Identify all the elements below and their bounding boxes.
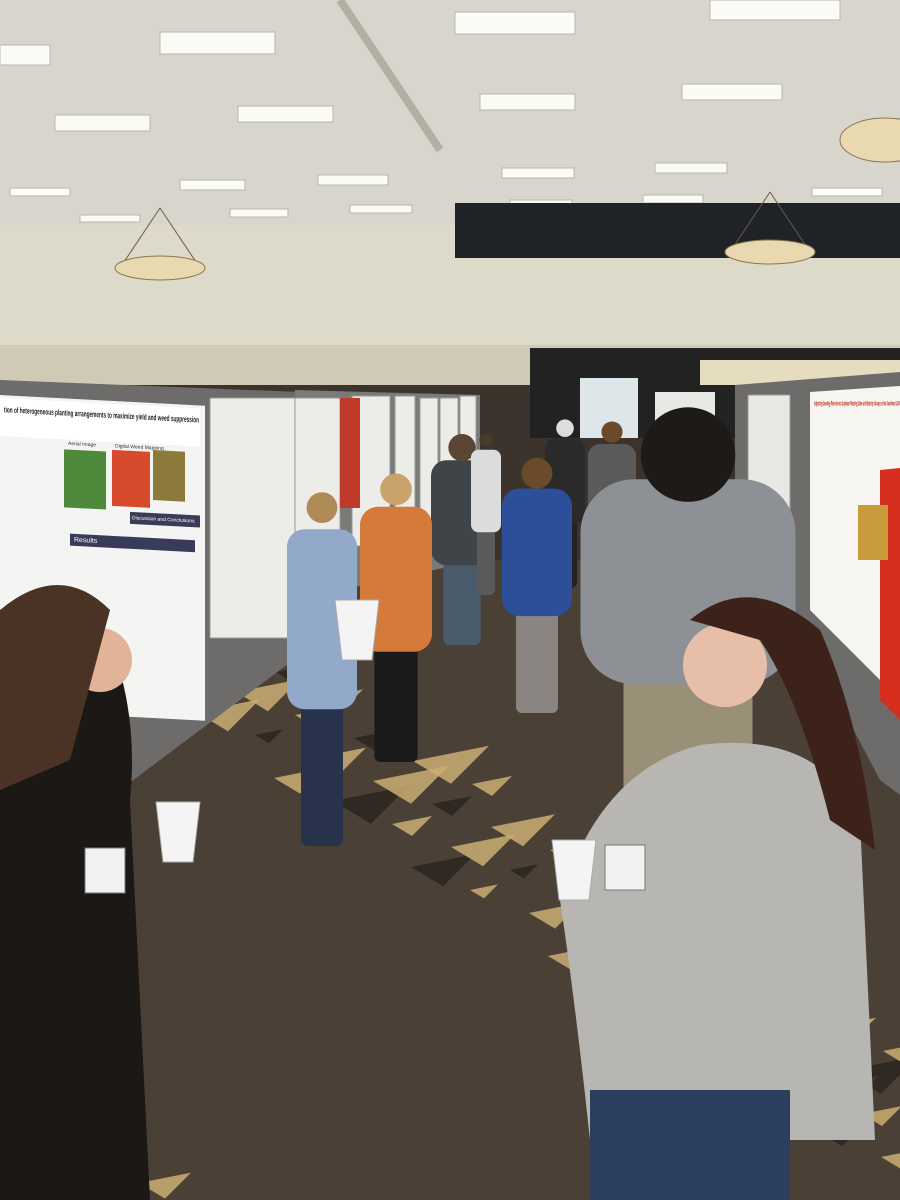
person-head <box>601 421 623 443</box>
ceiling-light <box>654 162 728 174</box>
carpet-pattern <box>139 1172 191 1199</box>
poster <box>810 386 900 700</box>
ceiling-light <box>501 167 575 179</box>
person-head <box>521 457 553 489</box>
ceiling-light <box>159 31 276 55</box>
carpet-pattern <box>451 834 515 867</box>
person-head <box>479 433 493 447</box>
figure-image <box>112 449 150 508</box>
figure-label: Digital Weed Mapping <box>115 443 164 452</box>
ceiling-beam <box>336 0 444 153</box>
figure-image <box>858 505 888 560</box>
person-hair <box>0 585 110 790</box>
figure-label: Aerial Image <box>68 441 96 448</box>
carpet-pattern <box>883 1047 900 1062</box>
ceiling-light <box>229 208 289 218</box>
ceiling-light <box>349 204 413 214</box>
cup <box>551 839 597 901</box>
carpet-pattern <box>472 776 512 796</box>
window-band <box>455 203 900 258</box>
ceiling-light <box>681 83 783 101</box>
ceiling-light <box>811 187 883 197</box>
chandelier-wire <box>729 191 811 253</box>
cup <box>155 801 201 863</box>
person-torso <box>471 449 501 533</box>
carpet-pattern <box>392 816 432 836</box>
poster-title-band <box>0 398 200 447</box>
ceiling-light <box>79 214 141 223</box>
poster-red-strip <box>340 398 360 508</box>
person-jeans <box>590 1090 790 1200</box>
ceiling-light <box>54 114 151 132</box>
name-tag <box>84 847 126 894</box>
person-head <box>448 433 476 462</box>
person-hair <box>690 597 875 850</box>
carpet-pattern <box>196 699 260 732</box>
carpet-pattern <box>373 765 449 804</box>
ceiling-light <box>479 93 576 111</box>
figure-image <box>64 449 106 510</box>
ceiling-light <box>709 0 841 21</box>
person-head <box>380 473 412 506</box>
poster-heading: Results <box>74 537 98 545</box>
person-torso <box>360 506 432 652</box>
person-torso <box>287 529 357 710</box>
ceiling-light <box>0 44 51 66</box>
ceiling-light <box>9 187 71 197</box>
carpet-pattern <box>333 785 409 824</box>
ceiling-light <box>317 174 389 186</box>
name-tag <box>604 844 646 891</box>
person-torso <box>502 488 572 617</box>
poster-title: Adjusting Seeding Rate Across Soybean Pl… <box>814 401 900 408</box>
cup <box>334 599 380 661</box>
person-legs <box>516 598 558 713</box>
carpet-pattern <box>881 1153 900 1169</box>
person-legs <box>443 550 481 645</box>
carpet-pattern <box>236 679 300 712</box>
chandelier <box>114 255 206 281</box>
carpet-pattern <box>470 884 498 899</box>
carpet-pattern <box>413 745 489 784</box>
person-head <box>306 492 338 523</box>
carpet-pattern <box>862 1106 900 1126</box>
ceiling-light <box>642 194 704 204</box>
ceiling-light <box>179 179 246 191</box>
person-face <box>683 623 767 707</box>
person-head <box>556 419 574 438</box>
heading-band <box>130 511 200 528</box>
person-head <box>640 407 736 502</box>
person-legs <box>477 520 495 595</box>
ceiling-light <box>454 11 576 35</box>
carpet-pattern <box>491 814 555 847</box>
heading-band <box>70 533 195 553</box>
person-sweater <box>560 742 875 1140</box>
person-legs <box>374 631 418 762</box>
carpet-pattern <box>432 796 472 816</box>
person-legs <box>301 684 343 846</box>
poster-heading: Discussion and Conclusions <box>132 515 195 524</box>
chandelier <box>724 239 816 265</box>
carpet-pattern <box>411 854 475 887</box>
carpet-pattern <box>510 864 538 879</box>
chandelier <box>839 117 900 163</box>
chandelier-wire <box>119 207 201 269</box>
poster <box>209 397 296 639</box>
ceiling-light <box>237 105 334 123</box>
carpet-pattern <box>255 729 283 744</box>
figure-image <box>153 450 185 502</box>
